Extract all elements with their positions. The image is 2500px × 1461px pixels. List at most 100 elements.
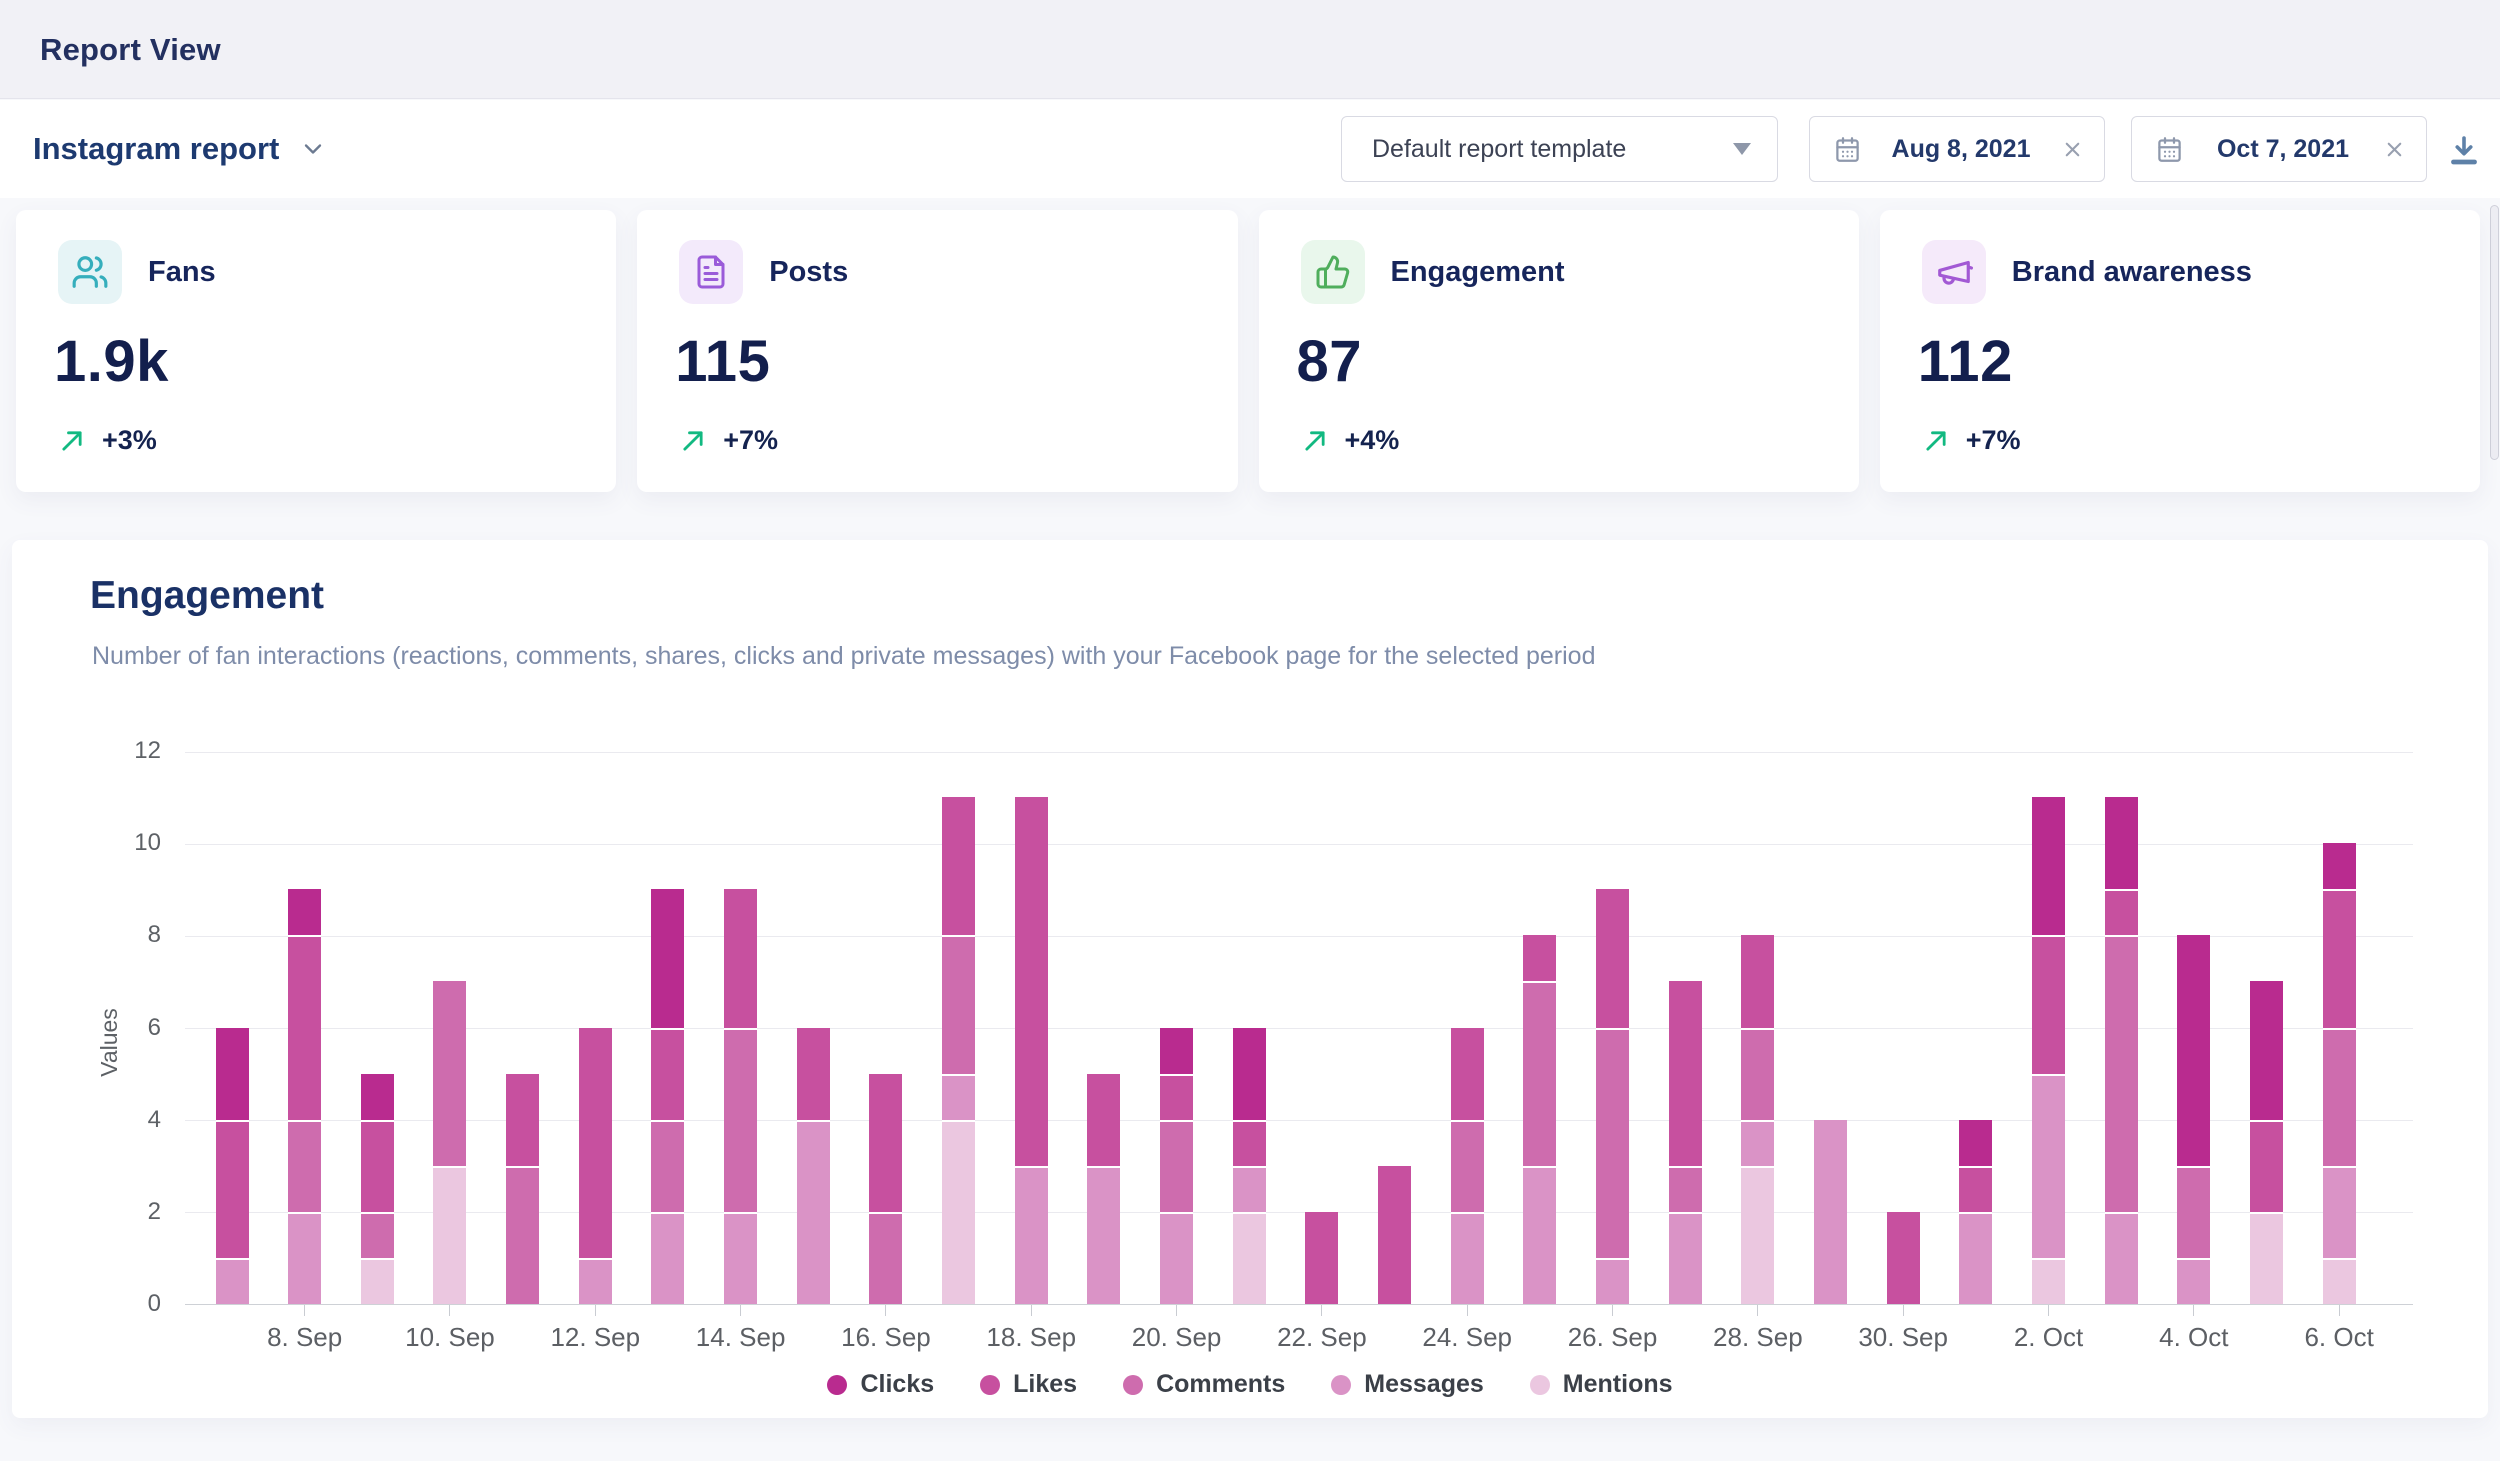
kpi-card-fans: Fans 1.9k +3% bbox=[16, 210, 617, 492]
bar-segment-mentions bbox=[1741, 1165, 1775, 1304]
template-select[interactable]: Default report template bbox=[1341, 116, 1778, 182]
x-axis-tick-label: 20. Sep bbox=[1131, 1322, 1222, 1352]
bar-segment-messages bbox=[2177, 1257, 2211, 1304]
bar-segment-messages bbox=[2032, 1073, 2065, 1258]
bar-20-sep[interactable] bbox=[1160, 1027, 1194, 1304]
bar-17-sep[interactable] bbox=[942, 797, 976, 1304]
bar-15-sep[interactable] bbox=[796, 1027, 830, 1304]
bar-28-sep[interactable] bbox=[1741, 935, 1775, 1304]
bar-segment-likes bbox=[1378, 1165, 1412, 1304]
bar-19-sep[interactable] bbox=[1087, 1073, 1121, 1304]
bar-segment-comments bbox=[288, 1119, 322, 1212]
bar-segment-likes bbox=[1959, 1165, 1993, 1212]
bar-23-sep[interactable] bbox=[1378, 1165, 1412, 1304]
trend-up-icon bbox=[58, 427, 86, 455]
bar-segment-mentions bbox=[360, 1257, 394, 1304]
bar-segment-comments bbox=[1668, 1165, 1702, 1212]
legend-dot-icon bbox=[980, 1374, 1001, 1395]
bar-segment-likes bbox=[1160, 1073, 1194, 1120]
x-axis-tick-label: 18. Sep bbox=[986, 1322, 1077, 1352]
date-from-clear-button[interactable] bbox=[2061, 138, 2084, 161]
bar-3-oct[interactable] bbox=[2104, 797, 2138, 1304]
x-axis-tick-label: 14. Sep bbox=[695, 1322, 786, 1352]
report-name-dropdown[interactable]: Instagram report bbox=[33, 100, 327, 198]
bar-segment-comments bbox=[2177, 1165, 2211, 1258]
app-header: Report View bbox=[0, 0, 2500, 99]
bar-segment-likes bbox=[2249, 1119, 2283, 1212]
bar-7-sep[interactable] bbox=[215, 1027, 249, 1304]
bar-22-sep[interactable] bbox=[1305, 1211, 1339, 1304]
bar-segment-messages bbox=[651, 1211, 685, 1304]
bar-segment-likes bbox=[288, 935, 322, 1120]
legend-label: Mentions bbox=[1562, 1370, 1673, 1398]
bar-segment-clicks bbox=[2249, 981, 2283, 1120]
bar-25-sep[interactable] bbox=[1523, 935, 1557, 1304]
legend-item-messages[interactable]: Messages bbox=[1331, 1370, 1484, 1399]
bar-segment-messages bbox=[215, 1257, 249, 1304]
bar-segment-clicks bbox=[1232, 1027, 1266, 1120]
bar-segment-messages bbox=[1959, 1211, 1993, 1304]
x-axis-tick bbox=[449, 1305, 451, 1316]
x-axis-tick bbox=[1757, 1305, 1759, 1316]
legend-label: Messages bbox=[1364, 1370, 1484, 1398]
legend-item-mentions[interactable]: Mentions bbox=[1529, 1370, 1673, 1399]
bar-8-sep[interactable] bbox=[288, 889, 322, 1304]
date-to-input[interactable]: Oct 7, 2021 bbox=[2131, 116, 2427, 182]
kpi-title: Engagement bbox=[1390, 255, 1565, 288]
legend-label: Comments bbox=[1156, 1370, 1286, 1398]
bar-6-oct[interactable] bbox=[2322, 843, 2356, 1304]
bar-24-sep[interactable] bbox=[1450, 1027, 1484, 1304]
bar-4-oct[interactable] bbox=[2177, 935, 2211, 1304]
y-axis-tick-label: 12 bbox=[134, 737, 161, 764]
x-axis-tick bbox=[2193, 1305, 2195, 1316]
kpi-card-engagement: Engagement 87 +4% bbox=[1258, 210, 1859, 492]
bar-segment-messages bbox=[2104, 1211, 2138, 1304]
bar-segment-messages bbox=[1232, 1165, 1266, 1212]
bar-segment-clicks bbox=[651, 889, 685, 1028]
bar-11-sep[interactable] bbox=[506, 1073, 540, 1304]
legend-dot-icon bbox=[1529, 1374, 1550, 1395]
bar-14-sep[interactable] bbox=[724, 889, 758, 1304]
bar-27-sep[interactable] bbox=[1668, 981, 1702, 1304]
bar-segment-likes bbox=[2104, 889, 2138, 936]
legend-item-comments[interactable]: Comments bbox=[1123, 1370, 1285, 1399]
bar-5-oct[interactable] bbox=[2249, 981, 2283, 1304]
calendar-icon bbox=[1834, 136, 1861, 163]
bar-segment-likes bbox=[942, 797, 976, 936]
x-axis-tick-label: 16. Sep bbox=[841, 1322, 931, 1352]
bar-segment-likes bbox=[2032, 935, 2065, 1074]
bar-2-oct[interactable] bbox=[2032, 797, 2065, 1304]
bar-1-oct[interactable] bbox=[1959, 1119, 1993, 1304]
bar-21-sep[interactable] bbox=[1232, 1027, 1266, 1304]
bar-segment-clicks bbox=[1959, 1119, 1993, 1166]
bar-segment-clicks bbox=[1160, 1027, 1194, 1074]
bar-segment-comments bbox=[1596, 1027, 1630, 1258]
date-to-clear-button[interactable] bbox=[2383, 138, 2406, 161]
bar-13-sep[interactable] bbox=[651, 889, 685, 1304]
scrollbar-thumb[interactable] bbox=[2490, 205, 2499, 460]
bar-segment-likes bbox=[506, 1073, 540, 1166]
bar-18-sep[interactable] bbox=[1014, 797, 1048, 1304]
bar-9-sep[interactable] bbox=[360, 1073, 394, 1304]
x-axis-tick bbox=[2338, 1305, 2340, 1316]
gridline bbox=[185, 751, 2413, 753]
bar-16-sep[interactable] bbox=[869, 1073, 903, 1304]
bar-12-sep[interactable] bbox=[578, 1027, 612, 1304]
y-axis-tick-label: 4 bbox=[147, 1105, 161, 1133]
bar-segment-mentions bbox=[1232, 1211, 1266, 1304]
bar-30-sep[interactable] bbox=[1886, 1211, 1920, 1304]
bar-26-sep[interactable] bbox=[1596, 889, 1630, 1304]
y-axis-tick-label: 2 bbox=[147, 1197, 161, 1225]
bar-segment-likes bbox=[1014, 797, 1048, 1166]
bar-segment-comments bbox=[651, 1119, 685, 1212]
bar-segment-mentions bbox=[2322, 1257, 2356, 1304]
bar-segment-likes bbox=[1741, 935, 1775, 1028]
date-from-input[interactable]: Aug 8, 2021 bbox=[1809, 116, 2105, 182]
legend-item-likes[interactable]: Likes bbox=[980, 1370, 1077, 1399]
chart-subtitle: Number of fan interactions (reactions, c… bbox=[92, 642, 1596, 670]
bar-10-sep[interactable] bbox=[433, 981, 467, 1304]
download-button[interactable] bbox=[2438, 124, 2490, 176]
bar-29-sep[interactable] bbox=[1814, 1119, 1848, 1304]
legend-item-clicks[interactable]: Clicks bbox=[827, 1370, 934, 1399]
